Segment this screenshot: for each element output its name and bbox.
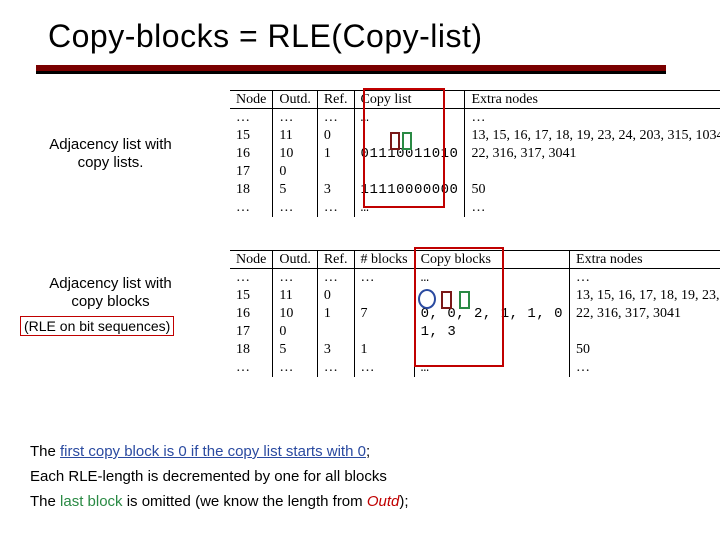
highlight-bit-green: [402, 132, 412, 150]
table-cell: …: [273, 109, 318, 127]
text: The: [30, 443, 60, 460]
table-cell: …: [465, 109, 720, 127]
table-cell: …: [570, 269, 720, 287]
table-cell: 18: [230, 341, 273, 359]
table-copy-lists: NodeOutd.Ref.Copy listExtra nodes……………15…: [230, 90, 720, 217]
table-cell: 16: [230, 305, 273, 323]
text: ;: [366, 443, 370, 460]
table-cell: …: [230, 269, 273, 287]
table-cell: 22, 316, 317, 3041: [570, 305, 720, 323]
table-cell: 50: [570, 341, 720, 359]
caption-line: Adjacency list with: [49, 136, 172, 153]
table-row: 170: [230, 163, 720, 181]
table-row: 161010111001101022, 316, 317, 3041: [230, 145, 720, 163]
table-cell: 18: [230, 181, 273, 199]
table-header-cell: Node: [230, 251, 273, 269]
table-row: ……………: [230, 109, 720, 127]
table-cell: …: [465, 199, 720, 217]
table-cell: …: [230, 109, 273, 127]
table-cell: 11: [273, 127, 318, 145]
table-cell: 50: [465, 181, 720, 199]
table-cell: [570, 323, 720, 341]
table-cell: …: [317, 359, 354, 377]
text: is omitted (we know the length from: [123, 493, 367, 510]
table-cell: 0: [273, 323, 318, 341]
table-row: ……………: [230, 199, 720, 217]
table-cell: 5: [273, 181, 318, 199]
table-cell: …: [317, 199, 354, 217]
table-cell: 17: [230, 323, 273, 341]
table-cell: …: [273, 199, 318, 217]
table-cell: 1: [317, 305, 354, 323]
table-cell: …: [230, 359, 273, 377]
text: );: [399, 493, 408, 510]
table-cell: …: [570, 359, 720, 377]
table-header-cell: Extra nodes: [465, 91, 720, 109]
bullet-outd: Outd: [367, 493, 400, 510]
table-cell: …: [354, 269, 414, 287]
table-cell: …: [317, 109, 354, 127]
table-cell: 10: [273, 305, 318, 323]
slide-title: Copy-blocks = RLE(Copy-list): [48, 18, 483, 55]
table-cell: …: [273, 269, 318, 287]
table-cell: 0: [317, 127, 354, 145]
table-cell: 10: [273, 145, 318, 163]
table-header-cell: Ref.: [317, 251, 354, 269]
table-row: 18531111000000050: [230, 181, 720, 199]
table-cell: …: [230, 199, 273, 217]
table-header-cell: Outd.: [273, 251, 318, 269]
bullet-line: The last block is omitted (we know the l…: [30, 490, 409, 515]
table-header-cell: Ref.: [317, 91, 354, 109]
table-cell: …: [354, 359, 414, 377]
highlight-block-green: [459, 291, 470, 309]
table-cell: 11: [273, 287, 318, 305]
table-cell: 3: [317, 181, 354, 199]
table-cell: 15: [230, 287, 273, 305]
table-cell: 17: [230, 163, 273, 181]
table-cell: 22, 316, 317, 3041: [465, 145, 720, 163]
table-header-cell: Extra nodes: [570, 251, 720, 269]
bullet-line: The first copy block is 0 if the copy li…: [30, 440, 409, 465]
table-cell: 13, 15, 16, 17, 18, 19, 23, 24, 203, 315…: [465, 127, 720, 145]
table-cell: 13, 15, 16, 17, 18, 19, 23, 24, 203, 315…: [570, 287, 720, 305]
table-cell: 3: [317, 341, 354, 359]
table-header-cell: # blocks: [354, 251, 414, 269]
table-cell: 0: [317, 287, 354, 305]
table-cell: 1: [317, 145, 354, 163]
table-cell: 5: [273, 341, 318, 359]
underline-bar-black: [36, 71, 666, 74]
caption-line: copy lists.: [78, 154, 144, 171]
table-header-cell: Outd.: [273, 91, 318, 109]
highlight-block-darkred: [441, 291, 452, 309]
highlight-bit-darkred: [390, 132, 400, 150]
explanation-bullets: The first copy block is 0 if the copy li…: [30, 440, 409, 514]
table-cell: [317, 323, 354, 341]
table-cell: 1: [354, 341, 414, 359]
table-row: 15110 13, 15, 16, 17, 18, 19, 23, 24, 203…: [230, 127, 720, 145]
bullet-line: Each RLE-length is decremented by one fo…: [30, 465, 409, 490]
table-header-cell: Node: [230, 91, 273, 109]
bullet-highlight-first: first copy block is 0 if the copy list s…: [60, 443, 366, 460]
caption-copy-blocks: Adjacency list with copy blocks: [18, 275, 203, 311]
bullet-highlight-last: last block: [60, 493, 123, 510]
caption-line: Adjacency list with: [49, 275, 172, 292]
table-cell: 7: [354, 305, 414, 323]
caption-copy-lists: Adjacency list with copy lists.: [18, 136, 203, 172]
rle-note: (RLE on bit sequences): [20, 316, 174, 336]
table-cell: [354, 323, 414, 341]
table-cell: [465, 163, 720, 181]
table-cell: [354, 287, 414, 305]
table-cell: …: [317, 269, 354, 287]
table-cell: 0: [273, 163, 318, 181]
table-cell: 16: [230, 145, 273, 163]
text: The: [30, 493, 60, 510]
highlight-first-block-oval: [418, 289, 436, 309]
table-cell: …: [273, 359, 318, 377]
table-cell: 15: [230, 127, 273, 145]
caption-line: copy blocks: [71, 293, 149, 310]
table-cell: [317, 163, 354, 181]
